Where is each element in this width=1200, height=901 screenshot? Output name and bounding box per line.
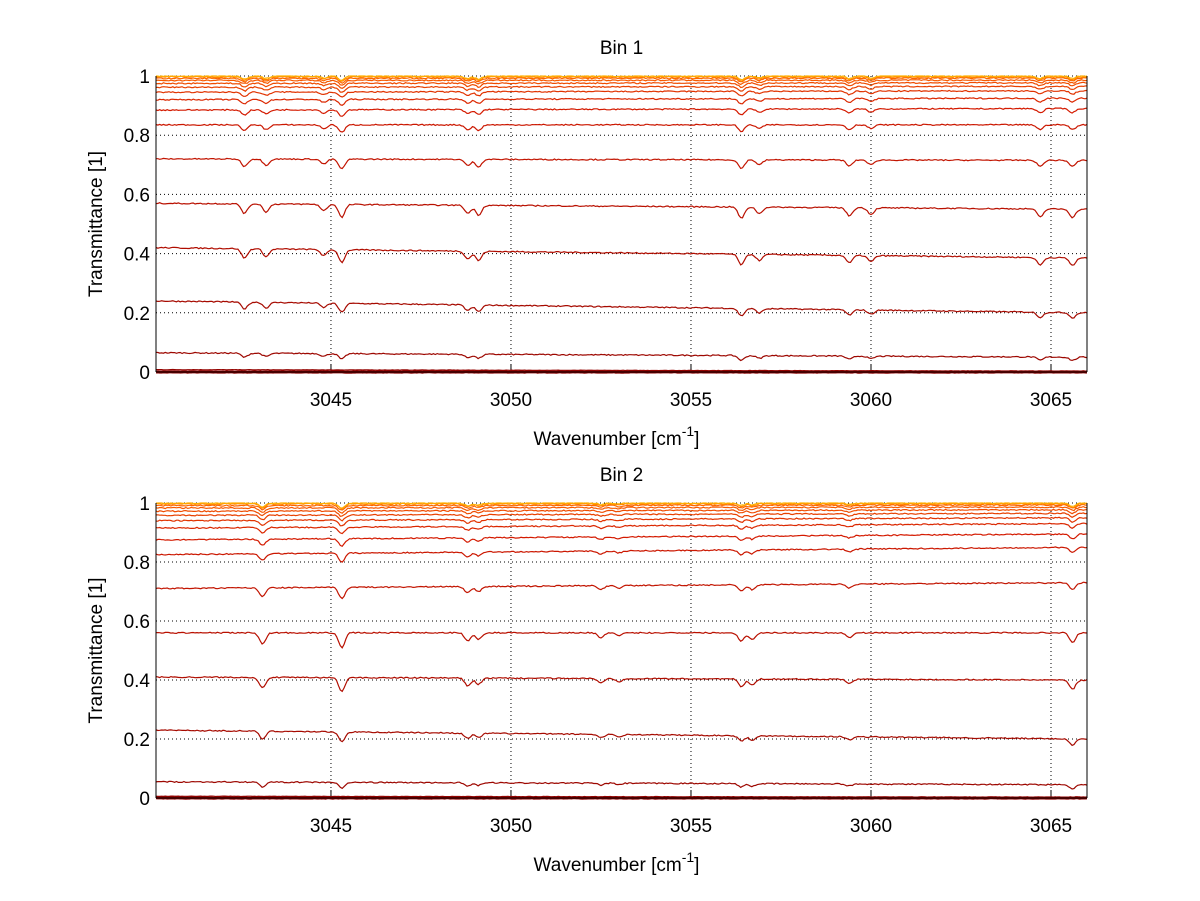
x-tick-label: 3055: [670, 390, 712, 411]
y-tick-label: 0.2: [124, 730, 150, 751]
y-tick-label: 0.2: [124, 304, 150, 325]
x-tick-label: 3050: [490, 816, 532, 837]
series-line-2: [155, 795, 1088, 798]
series-line-17: [155, 502, 1088, 509]
y-tick-label: 0.6: [124, 612, 150, 633]
x-axis-label-text: Wavenumber [cm: [534, 429, 682, 450]
series-line-5: [155, 246, 1088, 266]
series-line-11: [155, 89, 1088, 98]
series-line-13: [155, 508, 1088, 517]
x-axis-label-superscript: -1: [682, 423, 695, 439]
x-axis-label: Wavenumber [cm-1]: [534, 849, 700, 876]
series-line-15: [155, 76, 1088, 84]
series-line-7: [155, 581, 1088, 600]
x-tick-label: 3055: [670, 816, 712, 837]
series-line-7: [156, 157, 1088, 170]
series-line-15: [155, 503, 1088, 511]
series-line-14: [155, 79, 1088, 86]
series-line-4: [155, 300, 1088, 319]
series-line-9: [155, 533, 1088, 548]
series-line-11: [155, 516, 1088, 527]
y-tick-label: 0.6: [124, 185, 150, 206]
y-tick-label: 0.8: [124, 126, 150, 147]
x-tick-label: 3060: [850, 390, 892, 411]
series-line-8: [155, 546, 1088, 563]
series-line-13: [155, 81, 1088, 89]
x-tick-label: 3045: [310, 390, 352, 411]
x-axis-label: Wavenumber [cm-1]: [534, 423, 700, 450]
series-line-9: [155, 107, 1088, 117]
series-line-6: [155, 631, 1088, 649]
y-tick-label: 0.8: [124, 553, 150, 574]
series-line-10: [156, 97, 1088, 106]
y-tick-label: 0.4: [124, 245, 151, 266]
x-tick-label: 3065: [1030, 390, 1072, 411]
y-axis-label: Transmittance [1]: [86, 151, 107, 297]
series-line-2: [156, 368, 1088, 372]
subplot-bin-2: 3045 3050 3055 3060 3065 0 0.2 0.4 0.6 0.8 1 Bin 2 W…: [86, 465, 1088, 876]
y-tick-label: 1: [139, 494, 150, 515]
series-line-5: [155, 675, 1088, 693]
x-tick-label: 3045: [310, 816, 352, 837]
series-line-6: [155, 202, 1088, 219]
series-line-4: [155, 729, 1088, 747]
y-tick-label: 1: [139, 67, 150, 88]
series-line-3: [155, 351, 1088, 362]
series-line-12: [155, 512, 1088, 522]
chart-title: Bin 1: [600, 38, 643, 59]
series-line-14: [155, 505, 1088, 514]
y-tick-label: 0: [139, 789, 150, 810]
chart-title: Bin 2: [600, 465, 643, 486]
x-axis-label-end: ]: [694, 429, 699, 450]
series-line-17: [155, 75, 1088, 81]
y-axis-label: Transmittance [1]: [86, 577, 107, 723]
series-line-8: [155, 123, 1088, 133]
series-line-10: [155, 522, 1088, 535]
x-axis-label-end: ]: [694, 855, 699, 876]
x-tick-label: 3050: [490, 390, 532, 411]
subplot-bin-1: 3045 3050 3055 3060 3065 0 0.2 0.4 0.6 0.8 1 Bin 1 W…: [86, 38, 1088, 450]
series-line-3: [155, 780, 1088, 790]
x-axis-label-superscript: -1: [682, 849, 695, 865]
x-axis-label-text: Wavenumber [cm: [534, 855, 682, 876]
x-tick-label: 3060: [850, 816, 892, 837]
y-tick-label: 0.4: [124, 671, 151, 692]
x-tick-label: 3065: [1030, 816, 1072, 837]
series-line-12: [156, 85, 1088, 93]
y-tick-label: 0: [139, 363, 150, 384]
